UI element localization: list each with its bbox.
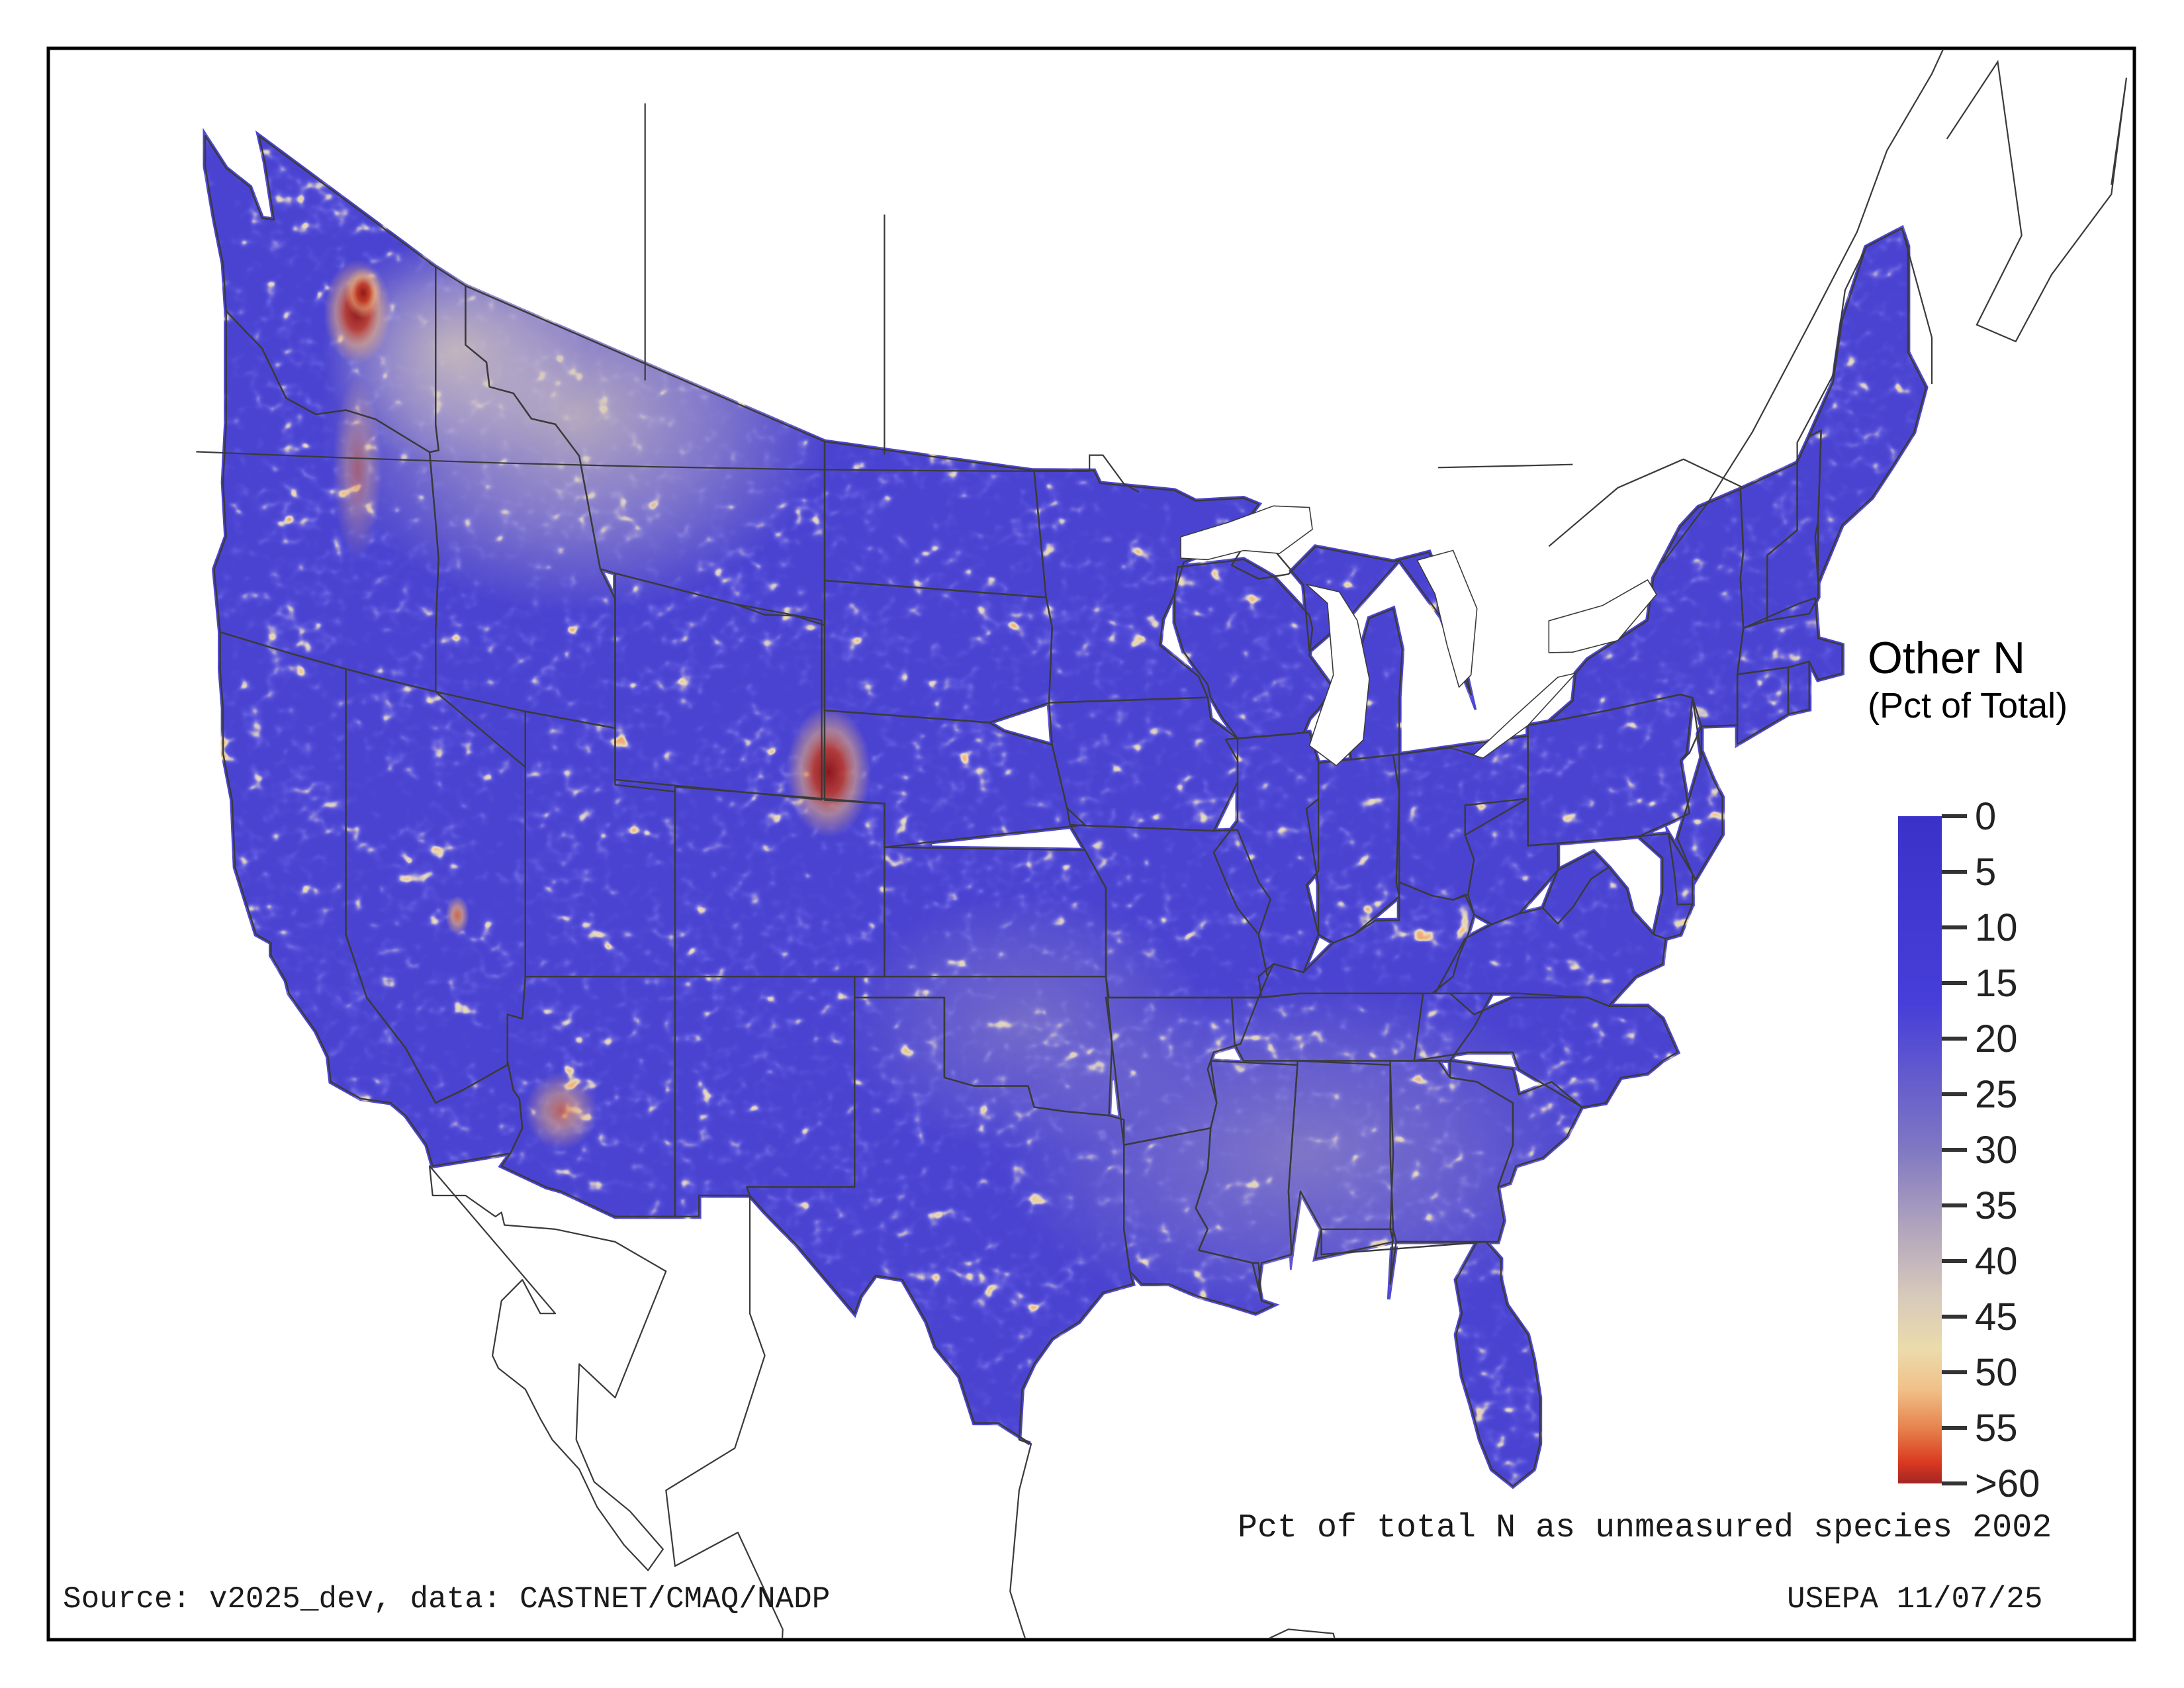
svg-text:40: 40	[1975, 1240, 2018, 1283]
svg-text:15: 15	[1975, 962, 2018, 1005]
svg-text:30: 30	[1975, 1129, 2018, 1172]
svg-text:55: 55	[1975, 1407, 2018, 1450]
svg-text:10: 10	[1975, 906, 2018, 949]
svg-text:5: 5	[1975, 851, 1996, 894]
svg-text:25: 25	[1975, 1073, 2018, 1116]
svg-text:35: 35	[1975, 1184, 2018, 1227]
svg-text:20: 20	[1975, 1017, 2018, 1060]
svg-text:50: 50	[1975, 1351, 2018, 1394]
svg-text:45: 45	[1975, 1295, 2018, 1338]
svg-text:>60: >60	[1975, 1462, 2040, 1505]
svg-text:0: 0	[1975, 795, 1996, 838]
